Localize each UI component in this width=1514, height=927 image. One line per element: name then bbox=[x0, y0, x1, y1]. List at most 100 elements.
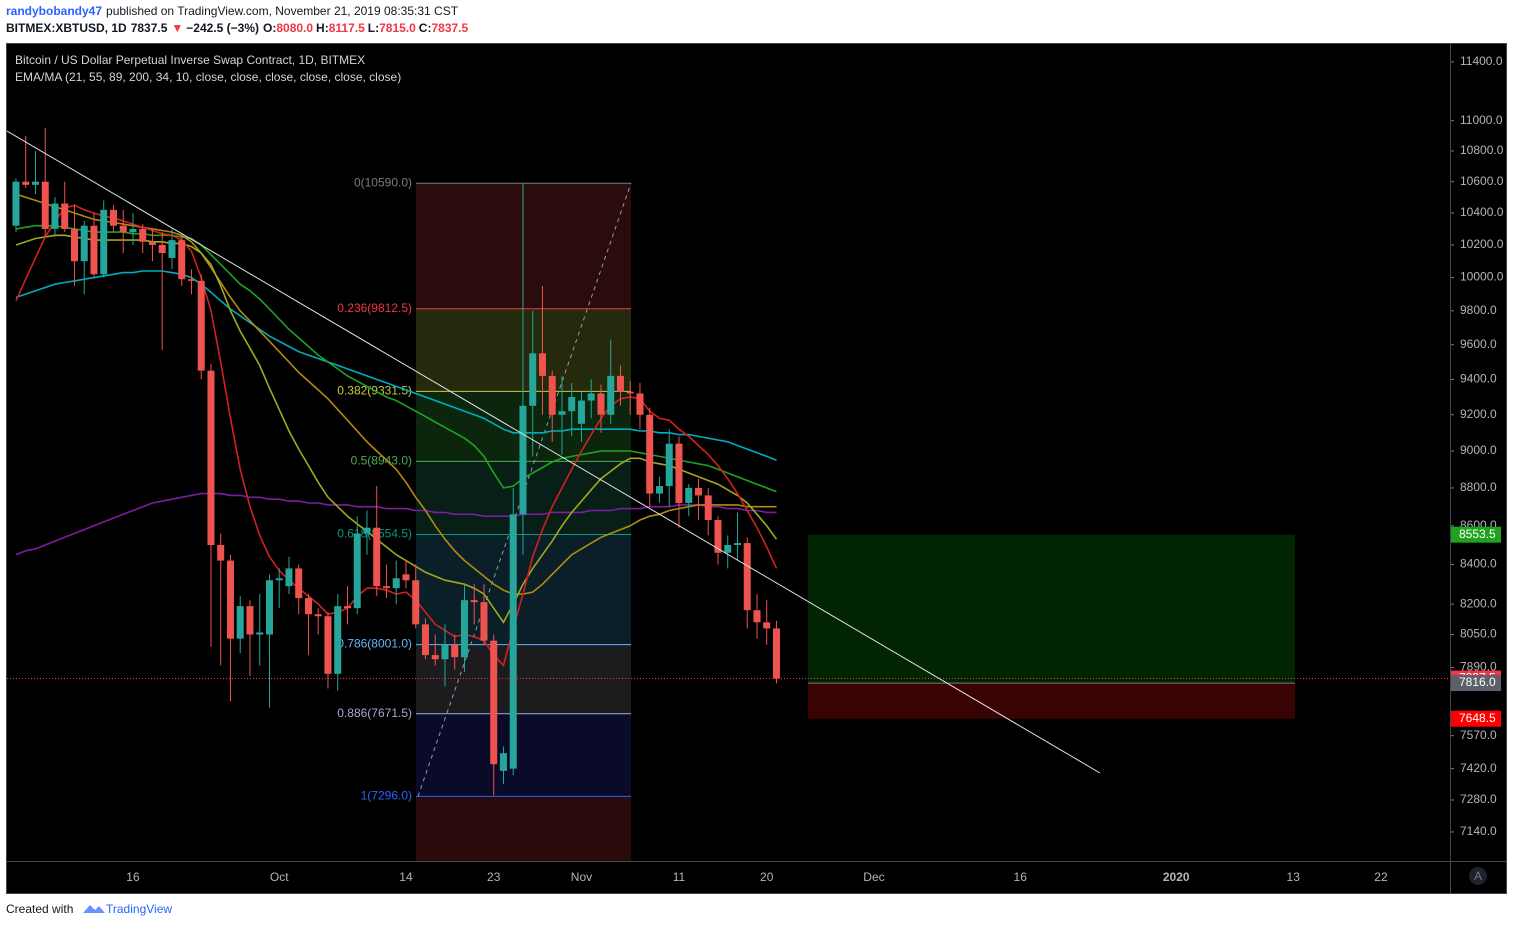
fib-label: 0.236(9812.5) bbox=[337, 301, 412, 315]
author[interactable]: randybobandy47 bbox=[6, 4, 102, 18]
y-tick-label: 9400.0 bbox=[1460, 372, 1497, 386]
candle-body bbox=[197, 280, 205, 371]
y-tick-label: 7420.0 bbox=[1460, 761, 1497, 775]
x-tick-label: Nov bbox=[571, 870, 592, 884]
chart-title: Bitcoin / US Dollar Perpetual Inverse Sw… bbox=[15, 53, 365, 67]
last: 7837.5 bbox=[131, 21, 168, 35]
candle-body bbox=[538, 353, 546, 376]
candle-body bbox=[304, 598, 312, 615]
arrow: ▼ bbox=[171, 21, 183, 35]
ohlc-value: 8080.0 bbox=[276, 21, 313, 35]
x-tick-label: 11 bbox=[673, 870, 686, 884]
candle-body bbox=[22, 181, 30, 185]
fib-zone bbox=[416, 713, 631, 797]
candle-body bbox=[694, 487, 702, 496]
y-tick-label: 10800.0 bbox=[1460, 143, 1504, 157]
candle-body bbox=[412, 580, 420, 625]
candle-body bbox=[382, 586, 390, 589]
fib-zone bbox=[416, 308, 631, 392]
candle-body bbox=[41, 181, 49, 229]
candle-body bbox=[119, 225, 127, 233]
y-tick-label: 7140.0 bbox=[1460, 824, 1497, 838]
auto-scale-label[interactable]: A bbox=[1474, 869, 1482, 883]
loss-zone bbox=[808, 683, 1295, 719]
candle-body bbox=[509, 514, 517, 769]
y-tick-label: 7570.0 bbox=[1460, 728, 1497, 742]
candle-body bbox=[470, 600, 478, 603]
candle-body bbox=[343, 606, 351, 609]
ohlc-value: 7815.0 bbox=[379, 21, 416, 35]
candle-body bbox=[704, 495, 712, 521]
y-tick-label: 11400.0 bbox=[1460, 54, 1503, 68]
published: published on TradingView.com, November 2… bbox=[106, 4, 459, 18]
candle-body bbox=[675, 443, 683, 503]
candle-body bbox=[772, 628, 780, 679]
candle-body bbox=[460, 600, 468, 658]
candle-body bbox=[568, 396, 576, 412]
y-tick-label: 8050.0 bbox=[1460, 627, 1497, 641]
candle-body bbox=[275, 578, 283, 581]
candle-body bbox=[480, 602, 488, 641]
y-tick-label: 10200.0 bbox=[1460, 237, 1504, 251]
y-tick-label: 8200.0 bbox=[1460, 596, 1497, 610]
x-tick-label: 16 bbox=[126, 870, 140, 884]
candle-body bbox=[451, 644, 459, 658]
candle-body bbox=[217, 545, 225, 561]
y-tick-label: 9800.0 bbox=[1460, 303, 1497, 317]
candle-body bbox=[597, 393, 605, 415]
candle-body bbox=[285, 568, 293, 587]
candle-body bbox=[353, 533, 361, 609]
logo bbox=[83, 905, 105, 913]
fib-label: 0(10590.0) bbox=[354, 175, 412, 189]
candle-body bbox=[363, 527, 371, 534]
ohlc-value: 7837.5 bbox=[431, 21, 468, 35]
candle-body bbox=[236, 606, 244, 639]
price-tag-label: 7648.5 bbox=[1459, 711, 1496, 725]
candle-body bbox=[753, 610, 761, 623]
candle-body bbox=[295, 568, 303, 599]
candle-body bbox=[109, 209, 117, 226]
quote-line: BITMEX:XBTUSD, 1D 7837.5 ▼ −242.5 (−3%) O:80… bbox=[6, 21, 468, 35]
candle-body bbox=[636, 393, 644, 415]
ohlc-label: O: bbox=[263, 21, 276, 35]
candle-body bbox=[90, 225, 98, 275]
candle-body bbox=[12, 181, 20, 226]
change: −242.5 (−3%) bbox=[186, 21, 259, 35]
candle-body bbox=[441, 644, 449, 660]
fib-label: 0.786(8001.0) bbox=[337, 637, 412, 651]
candle-body bbox=[70, 228, 78, 262]
candle-body bbox=[724, 545, 732, 553]
auto-scale-button[interactable] bbox=[1469, 867, 1487, 885]
price-tag bbox=[1451, 675, 1501, 692]
candle-body bbox=[100, 209, 108, 275]
candle-body bbox=[587, 393, 595, 401]
brand[interactable]: TradingView bbox=[106, 902, 172, 916]
ohlc-label: H: bbox=[316, 21, 329, 35]
y-tick-label: 8800.0 bbox=[1460, 480, 1497, 494]
chart: 0(10590.0)0.236(9812.5)0.382(9331.5)0.5(… bbox=[7, 54, 1504, 884]
candle-body bbox=[626, 391, 634, 394]
x-tick-label: 14 bbox=[399, 870, 413, 884]
candle-body bbox=[685, 487, 693, 503]
candle-body bbox=[616, 375, 624, 392]
y-tick-label: 11000.0 bbox=[1460, 113, 1503, 127]
y-tick-label: 9600.0 bbox=[1460, 337, 1497, 351]
y-tick-label: 7280.0 bbox=[1460, 792, 1497, 806]
candle-body bbox=[256, 632, 264, 635]
fib-label: 0.886(7671.5) bbox=[337, 706, 412, 720]
candle-body bbox=[665, 443, 673, 487]
candle-body bbox=[265, 580, 273, 635]
fib-extension-zone bbox=[416, 796, 631, 861]
profit-zone bbox=[808, 534, 1295, 684]
candle-body bbox=[168, 240, 176, 258]
price-tag-label: 8553.5 bbox=[1459, 527, 1496, 541]
candle-body bbox=[178, 240, 186, 280]
fib-label: 1(7296.0) bbox=[361, 789, 412, 803]
ohlc-label: L: bbox=[368, 21, 379, 35]
candle-body bbox=[392, 578, 400, 589]
candle-body bbox=[655, 486, 663, 494]
candle-body bbox=[607, 375, 615, 415]
trend-line bbox=[7, 130, 1101, 774]
